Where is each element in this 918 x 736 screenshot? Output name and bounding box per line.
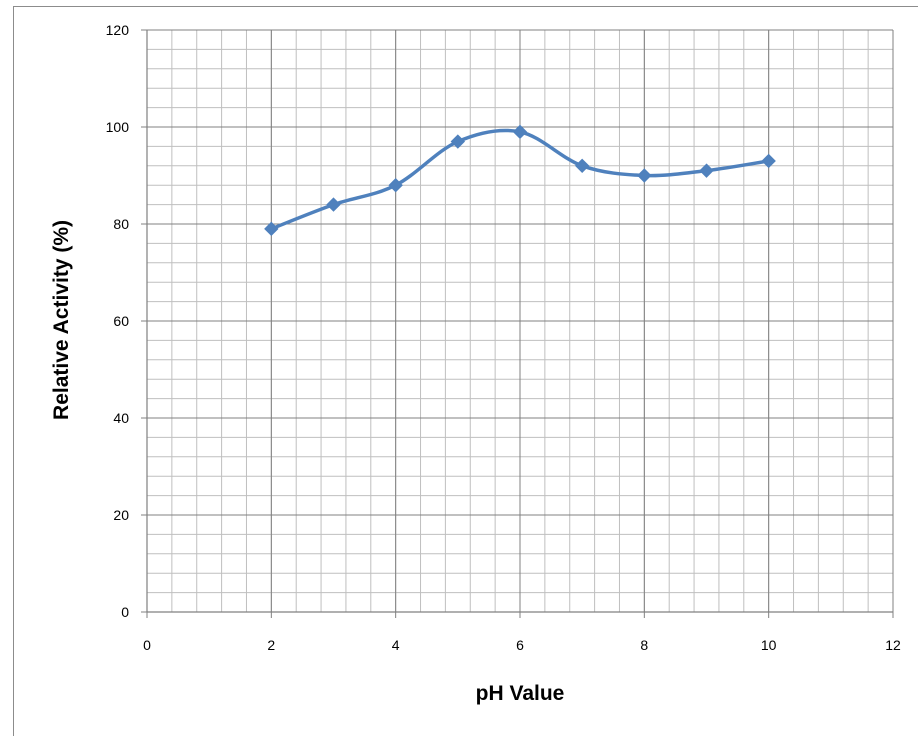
data-point-marker	[264, 221, 279, 237]
x-tick-label: 10	[761, 637, 777, 653]
y-tick-label: 120	[106, 22, 130, 38]
axes	[141, 29, 894, 618]
y-axis-title: Relative Activity (%)	[50, 220, 73, 420]
y-tick-label: 60	[113, 313, 129, 329]
data-point-marker	[512, 124, 528, 140]
x-tick-label: 8	[640, 637, 648, 653]
data-point-marker	[574, 158, 590, 174]
y-tick-labels: 0 20 40 60 80 100 120	[106, 22, 130, 620]
data-point-marker	[637, 168, 652, 183]
x-tick-label: 2	[267, 637, 275, 653]
data-point-marker	[699, 163, 714, 178]
major-grid	[146, 29, 894, 613]
y-tick-label: 80	[113, 216, 129, 232]
x-tick-label: 0	[143, 637, 151, 653]
x-axis-title: pH Value	[476, 682, 565, 705]
chart-frame	[13, 6, 918, 736]
series-group	[264, 124, 776, 237]
data-point-marker	[761, 153, 776, 169]
data-point-marker	[388, 177, 403, 193]
x-tick-labels: 0 2 4 6 8 10 12	[143, 637, 901, 653]
y-tick-label: 100	[106, 119, 130, 135]
x-tick-label: 12	[885, 637, 901, 653]
x-tick-label: 6	[516, 637, 524, 653]
x-tick-label: 4	[392, 637, 400, 653]
data-point-marker	[450, 134, 466, 149]
y-tick-label: 40	[113, 410, 129, 426]
data-point-marker	[326, 197, 341, 212]
y-tick-label: 0	[121, 604, 129, 620]
y-tick-label: 20	[113, 507, 129, 523]
